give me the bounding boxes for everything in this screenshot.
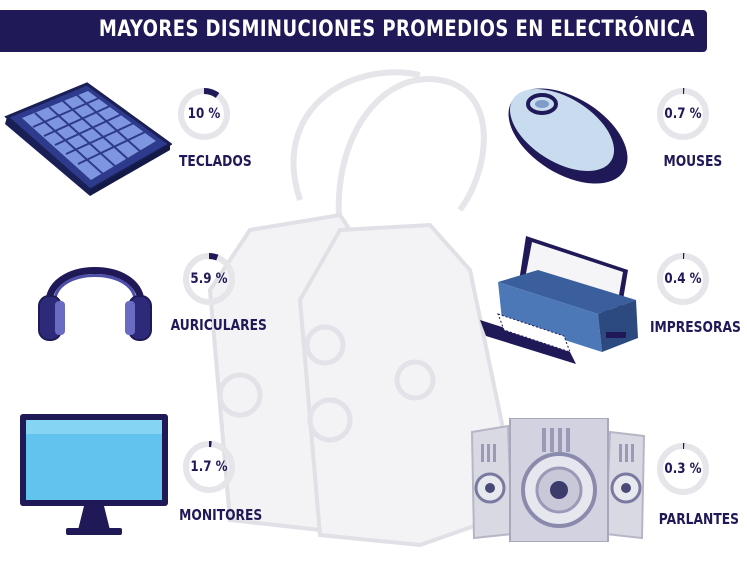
progress-ring: 0.3 % [656,442,710,496]
category-label: MONITORES [179,506,263,524]
progress-ring: 1.7 % [182,440,236,494]
title-bar: MAYORES DISMINUCIONES PROMEDIOS EN ELECT… [0,10,707,52]
category-label: TECLADOS [178,152,252,170]
progress-ring: 0.7 % [656,87,710,141]
value-label: 0.7 % [664,106,702,122]
ring-arc [183,441,235,493]
ring-arc [657,88,709,140]
ring-arc [657,443,709,495]
category-label: PARLANTES [658,510,739,528]
ring-arc [657,253,709,305]
keyboard-icon [4,82,172,196]
chart-title: MAYORES DISMINUCIONES PROMEDIOS EN ELECT… [98,17,695,42]
category-label: IMPRESORAS [649,318,741,336]
value-label: 0.4 % [664,271,702,287]
monitor-icon [20,414,168,535]
progress-ring: 10 % [177,87,231,141]
ring-arc [183,253,235,305]
value-label: 10 % [187,106,221,122]
progress-ring: 0.4 % [656,252,710,306]
value-label: 0.3 % [664,461,702,477]
speakers-icon [470,418,646,542]
mouse-icon [508,88,628,184]
printer-icon [480,236,638,364]
category-label: MOUSES [663,152,723,170]
headphones-icon [38,267,152,341]
value-label: 5.9 % [190,271,228,287]
ring-arc [178,88,230,140]
progress-ring: 5.9 % [182,252,236,306]
category-label: AURICULARES [170,316,267,334]
value-label: 1.7 % [190,459,228,475]
